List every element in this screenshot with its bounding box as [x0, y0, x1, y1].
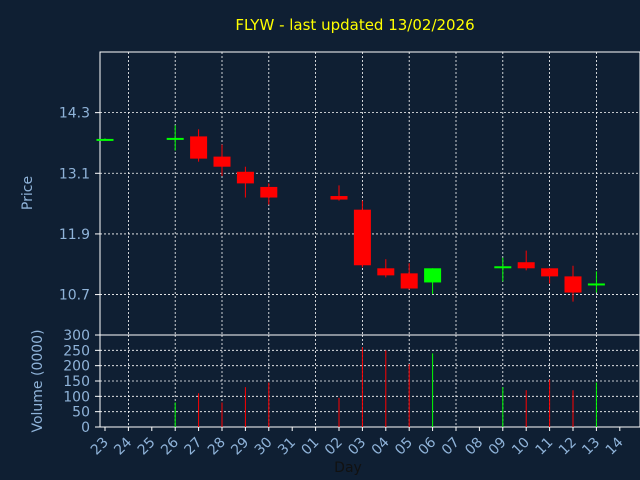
volume-y-tick-label: 100 [63, 389, 90, 405]
x-tick-label-04: 04 [369, 434, 393, 458]
x-tick-label-06: 06 [416, 434, 440, 458]
candle-body-12 [564, 276, 582, 293]
x-tick-label-23: 23 [88, 435, 112, 459]
candle-27 [190, 129, 208, 162]
candle-body-28 [213, 156, 231, 167]
candles [96, 125, 605, 302]
candle-body-29 [236, 171, 254, 184]
candle-body-30 [260, 186, 278, 198]
candle-body-09 [494, 266, 512, 269]
candle-body-13 [587, 283, 605, 286]
price-y-ticks: 14.3 13.1 11.9 10.7 [59, 106, 100, 304]
candle-body-04 [377, 268, 395, 276]
candle-body-03 [353, 209, 371, 266]
candle-28 [213, 144, 231, 176]
candle-03 [353, 200, 371, 268]
candle-body-11 [541, 268, 559, 277]
x-tick-label-11: 11 [533, 435, 557, 459]
volume-y-tick-label: 200 [63, 359, 90, 375]
volume-y-tick-label: 300 [63, 328, 90, 344]
price-y-tick-label: 10.7 [59, 288, 90, 304]
volume-bars [174, 347, 597, 427]
x-tick-label-14: 14 [603, 434, 627, 458]
x-tick-label-25: 25 [135, 435, 159, 459]
price-y-tick-label: 13.1 [59, 166, 90, 182]
price-axis-label: Price [20, 176, 36, 210]
x-tick-label-24: 24 [111, 434, 135, 458]
x-tick-label-08: 08 [462, 435, 486, 459]
candle-02 [330, 185, 348, 201]
candle-body-06 [424, 268, 442, 283]
x-tick-label-05: 05 [392, 435, 416, 459]
x-tick-label-31: 31 [275, 435, 299, 459]
x-tick-label-12: 12 [556, 435, 580, 459]
x-axis-label: Day [334, 460, 362, 476]
candle-04 [377, 259, 395, 278]
x-tick-label-27: 27 [182, 435, 206, 459]
volume-y-tick-label: 250 [63, 343, 90, 359]
volume-y-tick-label: 50 [72, 405, 90, 421]
candle-09 [494, 257, 512, 282]
price-y-tick-label: 14.3 [59, 106, 90, 122]
candle-23 [96, 138, 114, 141]
candle-body-26 [166, 137, 184, 140]
x-tick-label-03: 03 [345, 435, 369, 459]
volume-axis-label: Volume (0000) [30, 329, 46, 432]
x-ticks: 23 24 25 26 27 28 29 30 31 01 02 03 04 05 06 07 08 09 10 11… [88, 427, 627, 458]
candle-10 [517, 250, 535, 271]
candle-body-05 [400, 273, 418, 289]
candle-body-02 [330, 196, 348, 200]
candle-26 [166, 125, 184, 151]
candle-body-10 [517, 262, 535, 269]
candle-body-23 [96, 138, 114, 141]
x-tick-label-07: 07 [439, 435, 463, 459]
x-tick-label-28: 28 [205, 435, 229, 459]
candle-30 [260, 183, 278, 205]
candle-body-27 [190, 136, 208, 159]
candle-11 [541, 268, 559, 284]
x-tick-label-02: 02 [322, 435, 346, 459]
x-tick-label-01: 01 [299, 435, 323, 459]
volume-y-tick-label: 150 [63, 374, 90, 390]
x-tick-label-09: 09 [486, 435, 510, 459]
x-tick-label-30: 30 [252, 435, 276, 459]
volume-y-tick-label: 0 [81, 420, 90, 436]
candle-13 [587, 271, 605, 293]
candle-06 [424, 268, 442, 295]
x-tick-label-29: 29 [228, 435, 252, 459]
x-tick-label-10: 10 [509, 435, 533, 459]
x-tick-label-13: 13 [579, 435, 603, 459]
candle-12 [564, 265, 582, 302]
candle-29 [236, 166, 254, 198]
price-plot-frame [99, 51, 640, 336]
x-tick-label-26: 26 [158, 434, 182, 458]
price-y-tick-label: 11.9 [59, 227, 90, 243]
chart-title: FLYW - last updated 13/02/2026 [235, 16, 474, 34]
candle-05 [400, 263, 418, 290]
